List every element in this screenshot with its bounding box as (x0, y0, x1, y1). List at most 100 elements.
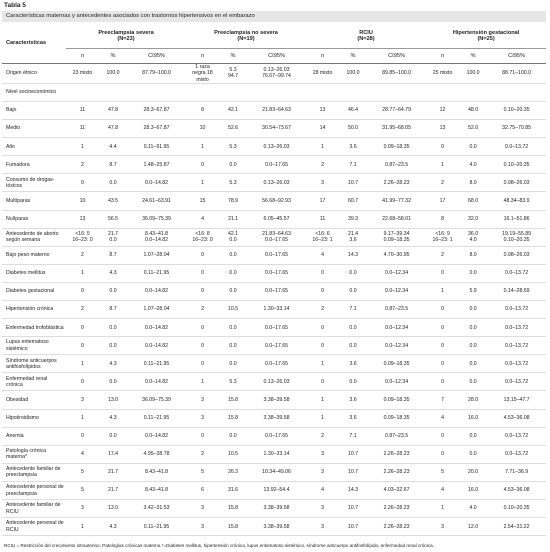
table-cell: 4 (81, 451, 84, 458)
table-cell: 3 (201, 505, 204, 512)
table-cell: 21.4 3.6 (339, 228, 367, 246)
table-cell: 0.98–26.03 (503, 252, 530, 259)
table-cell: 3.38–39.58 (263, 505, 290, 512)
table-cell: 3.38–39.58 (263, 414, 290, 421)
group-header: RCIU (N=28) (306, 24, 427, 49)
table-cell: 88.71–100.0 (502, 70, 531, 77)
table-cell: 7.1 (349, 161, 357, 168)
table-cell: 0.0–13.72 (505, 270, 529, 277)
row-label: Consumo de drogas-tóxicos (6, 176, 55, 189)
table-cell: 0.0–14.82 (144, 378, 169, 385)
table-cell: 0.0 (109, 433, 117, 440)
table-cell: 0.0–12.34 (385, 324, 409, 331)
table-row: Multíparas 10 43.5 24.61–63.91 15 78.9 56.68–9… (2, 192, 547, 211)
table-cell: 4.3 (109, 414, 117, 421)
cell-line: 21.7 (107, 230, 119, 237)
table-cell: 0.09–18.35 (383, 414, 410, 421)
subheader-cell: % (459, 48, 488, 64)
table-cell: 5.3 (229, 378, 237, 385)
subheader-cell: % (219, 48, 248, 64)
table-cell: 8.7 (109, 161, 117, 168)
table-cell: 0.0 (469, 306, 477, 313)
table-cell: 1 (201, 143, 204, 150)
table-cell: 3 (201, 414, 204, 421)
table-cell: 0.87–23.5 (385, 433, 409, 440)
table-cell: 21.1 (227, 215, 239, 222)
table-cell: 47.8 (107, 107, 119, 114)
table-cell: 3.6 (349, 414, 357, 421)
row-label: Lupus eritematoso sistémico (6, 339, 49, 352)
cell-line: 0.0–14.82 (144, 237, 169, 244)
table-cell: 0.0 (469, 378, 477, 385)
row-label: Medio (6, 125, 21, 132)
table-cell: 0.0–12.34 (385, 342, 409, 349)
table-cell: 32.0 (468, 215, 479, 222)
table-row: Bajo 11 47.8 28.3–67.87 8 42.1 21.83–64.63 13 46… (2, 101, 547, 120)
row-label: Alto (6, 143, 15, 150)
group-name: Preeclampsia no severa (214, 29, 278, 36)
table-cell: 5 (81, 487, 84, 494)
table-cell: 10.7 (347, 179, 359, 186)
subheader-cell: CI95% (487, 48, 547, 64)
table-cell: 0.0–13.72 (505, 324, 529, 331)
table-cell: 0 (201, 270, 204, 277)
table-row: Diabetes gestacional 0 0.0 0.0–14.82 0 0.0 0.0… (2, 282, 547, 301)
table-cell: 15 (199, 197, 206, 204)
table-cell: 0.0 (349, 378, 357, 385)
table-cell: 0 (81, 179, 84, 186)
row-label: Hipotiroidismo (6, 414, 39, 421)
footnote: RCIU = Restricción del crecimiento intra… (4, 543, 434, 548)
table-cell: 15.8 (227, 396, 239, 403)
table-cell: 15.8 (227, 505, 239, 512)
table-cell: 2 (441, 179, 444, 186)
row-label: Origen étnico (6, 70, 37, 77)
table-cell: 0.09–18.35 (383, 360, 410, 367)
table-cell: 30.54–73.67 (262, 125, 291, 132)
table-cell: 0 (81, 324, 84, 331)
table-cell: 0.0–17.65 (264, 288, 289, 295)
table-cell: 0.0 (469, 451, 477, 458)
cell-line: 4.0 (469, 237, 477, 244)
table-cell: 0.0 (229, 161, 237, 168)
table-cell: 0.0–17.65 (264, 433, 289, 440)
table-cell: 16.0 (468, 414, 479, 421)
table-cell: 0.0 (229, 270, 237, 277)
table-cell: 7.71–36.9 (505, 469, 529, 476)
table-cell: 13 (439, 125, 446, 132)
table-row: Síndrome anticuerpos antifosfolípidos 1 4.… (2, 355, 547, 373)
group-header: Preeclampsia no severa (N=19) (186, 24, 307, 49)
table-cell: 0.0 (469, 143, 477, 150)
table-cell: 36.09–75.39 (142, 215, 171, 222)
table-cell: 1 (81, 414, 84, 421)
table-cell: 13.0 (107, 396, 119, 403)
table-cell: 0.0–13.72 (505, 378, 529, 385)
table-cell: 4.0 (469, 161, 477, 168)
table-cell: 5 (81, 469, 84, 476)
header-cell: Características (2, 24, 66, 64)
table-cell: 12 (439, 107, 446, 114)
table-row: Hipertensión crónica 2 8.7 1.07–28.04 2 10.5 1… (2, 301, 547, 319)
subheader-cell: % (99, 48, 127, 64)
table-cell: 26.3 (227, 469, 239, 476)
table-cell: 10.7 (347, 469, 359, 476)
table-cell: 13 (319, 107, 326, 114)
table-cell: 2.26–28.23 (383, 469, 410, 476)
table-cell: 0.0 (349, 288, 357, 295)
table-row: Antecedente familiar de preeclampsia 5 21.… (2, 463, 547, 482)
table-cell: 7.1 (349, 433, 357, 440)
table-cell: 0.0 (109, 342, 117, 349)
group-n: (N=25) (477, 36, 495, 42)
table-cell: 3 (321, 505, 324, 512)
table-cell: 6 (201, 487, 204, 494)
row-label: Nivel socioeconómico (6, 89, 57, 96)
table-title: Tabla 5 (4, 2, 26, 9)
table-cell: 0.0 (349, 342, 357, 349)
table-cell: 0.0–17.65 (264, 161, 289, 168)
table-row: Medio 11 47.8 28.3–67.87 10 52.6 30.54–73.67 14… (2, 120, 547, 138)
table-cell: 2 (201, 306, 204, 313)
table-cell: 2 (81, 161, 84, 168)
row-label: Fumadora (6, 161, 30, 168)
table-body: Origen étnico 23 mixto 100.0 87.79–100.0 1 r… (2, 64, 547, 536)
table-cell: 10 (79, 197, 86, 204)
table-caption: Características maternas y antecedentes … (2, 11, 546, 22)
